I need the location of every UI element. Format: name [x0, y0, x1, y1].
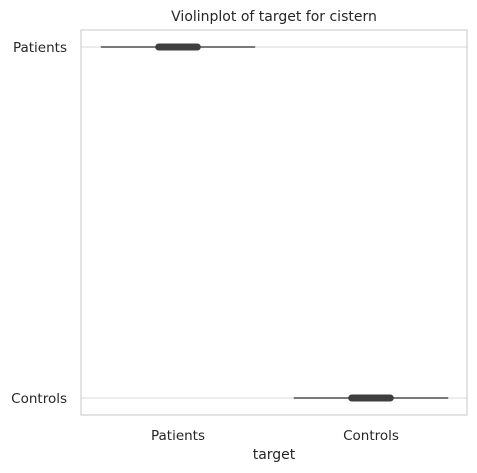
grid-lines	[81, 46, 467, 399]
chart-title: Violinplot of target for cistern	[171, 9, 377, 25]
x-tick-label-controls: Controls	[343, 428, 399, 444]
x-axis-label: target	[253, 447, 296, 463]
y-tick-labels: Patients Controls	[11, 40, 67, 407]
x-tick-labels: Patients Controls	[151, 428, 399, 444]
x-tick-label-patients: Patients	[151, 428, 205, 444]
violin-marks	[100, 43, 449, 402]
plot-frame	[80, 29, 468, 416]
y-tick-label-patients: Patients	[13, 40, 67, 56]
y-tick-label-controls: Controls	[11, 391, 67, 407]
